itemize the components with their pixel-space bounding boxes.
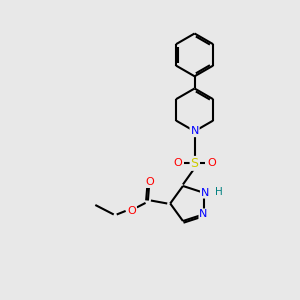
Text: O: O bbox=[173, 158, 182, 168]
Text: O: O bbox=[207, 158, 216, 168]
Text: N: N bbox=[200, 209, 208, 219]
Text: S: S bbox=[190, 157, 199, 170]
Text: N: N bbox=[201, 188, 209, 198]
Text: N: N bbox=[190, 126, 199, 136]
Text: O: O bbox=[127, 206, 136, 216]
Text: H: H bbox=[215, 187, 223, 197]
Text: O: O bbox=[145, 177, 154, 187]
